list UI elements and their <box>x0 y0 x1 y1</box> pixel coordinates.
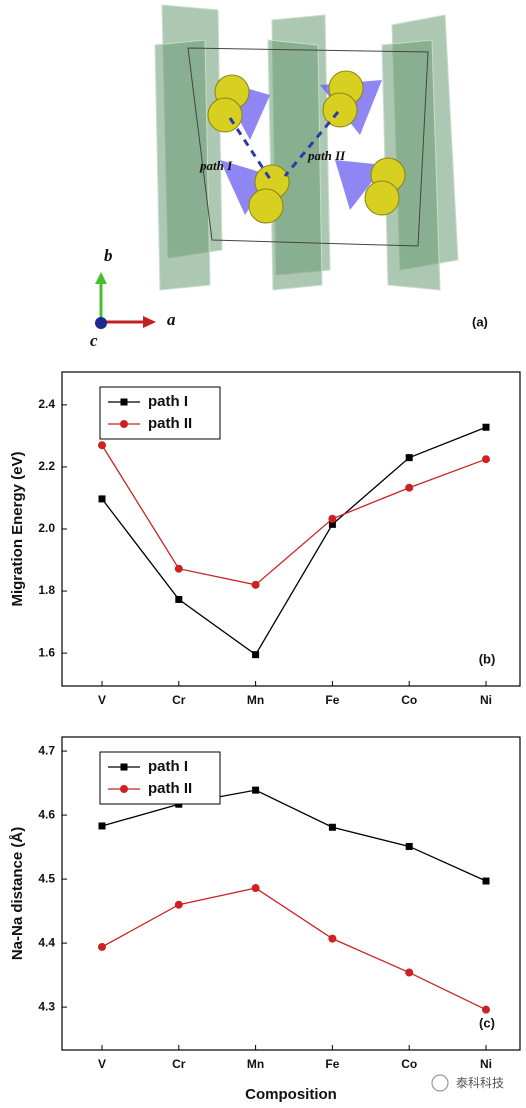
marker <box>98 495 106 503</box>
y-tick-label: 4.5 <box>38 871 55 885</box>
series-line <box>101 426 487 656</box>
axis-label: b <box>104 246 113 265</box>
marker <box>405 842 413 850</box>
marker <box>98 441 106 450</box>
y-tick-label: 1.6 <box>38 645 55 659</box>
x-tick-label: Cr <box>172 1057 186 1071</box>
legend-label: path II <box>148 780 192 797</box>
axis-label: c <box>90 331 98 350</box>
marker <box>482 877 490 885</box>
x-axis-label: Composition <box>245 1086 337 1103</box>
x-tick-label: Ni <box>480 693 492 707</box>
watermark-text: 泰科科技 <box>456 1076 504 1090</box>
panel-label: (a) <box>472 314 488 329</box>
x-tick-label: Mn <box>247 693 264 707</box>
x-tick-label: Fe <box>325 693 339 707</box>
series-line <box>101 887 487 1011</box>
marker <box>251 884 260 893</box>
marker <box>482 455 490 464</box>
path-label: path I <box>199 158 233 173</box>
crystal-structure: path I path II b a c (a) <box>90 4 488 350</box>
legend-marker <box>120 785 128 793</box>
y-tick-label: 1.8 <box>38 583 55 597</box>
y-tick-label: 2.2 <box>38 459 55 473</box>
marker <box>482 1005 490 1014</box>
x-tick-label: Co <box>401 1057 417 1071</box>
legend-marker <box>120 398 128 406</box>
marker <box>328 823 336 831</box>
path-label: path II <box>307 148 346 163</box>
legend-box <box>99 386 221 440</box>
legend-marker <box>120 763 128 771</box>
legend-label: path II <box>148 415 192 432</box>
marker <box>328 514 337 523</box>
y-tick-label: 2.4 <box>38 397 55 411</box>
series-line <box>101 444 487 586</box>
panel-label: (c) <box>479 1015 495 1030</box>
marker <box>174 564 183 573</box>
legend-box <box>99 751 221 805</box>
x-tick-label: V <box>98 693 106 707</box>
marker <box>98 942 106 951</box>
marker <box>328 934 337 943</box>
x-tick-label: Fe <box>325 1057 339 1071</box>
marker <box>405 483 414 492</box>
axis-label: a <box>167 310 176 329</box>
marker <box>482 423 490 431</box>
x-tick-label: Mn <box>247 1057 264 1071</box>
y-axis-label: Migration Energy (eV) <box>9 451 26 606</box>
marker <box>252 651 260 659</box>
marker <box>328 520 336 528</box>
marker <box>252 786 260 794</box>
y-axis-label: Na-Na distance (Å) <box>9 827 26 960</box>
legend-marker <box>120 420 128 428</box>
marker <box>405 454 413 462</box>
watermark: 泰科科技 <box>431 1074 504 1092</box>
marker <box>405 968 414 977</box>
y-tick-label: 4.4 <box>38 935 55 949</box>
y-tick-label: 2.0 <box>38 521 55 535</box>
legend-label: path I <box>148 758 188 775</box>
x-tick-label: Cr <box>172 693 186 707</box>
marker <box>174 900 183 909</box>
x-tick-label: Co <box>401 693 417 707</box>
x-tick-label: V <box>98 1057 106 1071</box>
panel-label: (b) <box>479 651 496 666</box>
legend-label: path I <box>148 393 188 410</box>
plot-frame <box>61 736 521 1051</box>
y-tick-label: 4.7 <box>38 743 55 757</box>
series-line <box>101 789 487 882</box>
y-tick-label: 4.3 <box>38 999 55 1013</box>
y-tick-label: 4.6 <box>38 807 55 821</box>
marker <box>175 595 183 603</box>
marker <box>251 580 260 589</box>
marker <box>98 822 106 830</box>
x-tick-label: Ni <box>480 1057 492 1071</box>
